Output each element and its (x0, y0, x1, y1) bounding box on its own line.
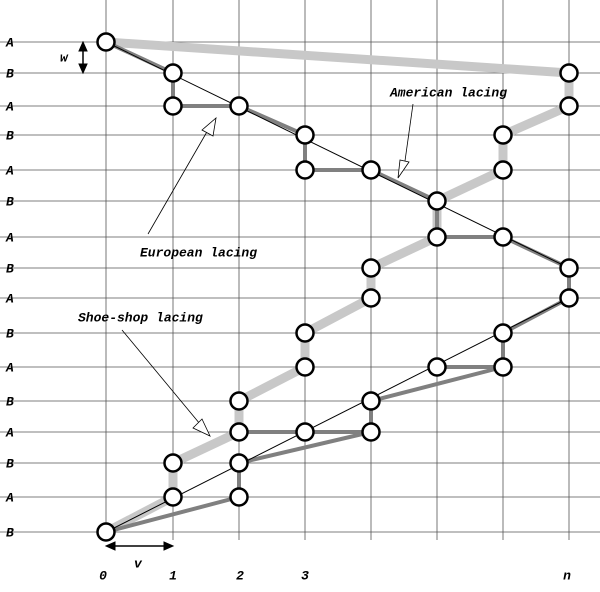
row-label: B (6, 66, 14, 81)
eyelet (163, 63, 183, 83)
eyelet (96, 32, 116, 52)
column-label: 3 (301, 568, 309, 583)
grid (0, 0, 600, 540)
eyelet (493, 323, 513, 343)
eyelet (361, 391, 381, 411)
column-label: n (563, 568, 571, 583)
eyelet (295, 125, 315, 145)
diagonal (105, 297, 570, 533)
eyelet (163, 487, 183, 507)
v-label: v (134, 556, 143, 571)
row-label: B (6, 456, 14, 471)
row-label: A (5, 35, 14, 50)
row-label: B (6, 394, 14, 409)
eyelet (427, 357, 447, 377)
eyelet (559, 96, 579, 116)
row-label: B (6, 326, 14, 341)
eyelet (229, 422, 249, 442)
american-lacing (101, 37, 574, 537)
column-label: 2 (236, 568, 244, 583)
eyelets (96, 32, 579, 542)
eyelet (163, 96, 183, 116)
eyelet (361, 422, 381, 442)
eyelet (559, 288, 579, 308)
shoe-shop-label: Shoe-shop lacing (78, 310, 203, 325)
row-label: B (6, 194, 14, 209)
eyelet (229, 391, 249, 411)
w-label: w (60, 50, 69, 65)
eyelet (163, 453, 183, 473)
european-label: European lacing (140, 245, 257, 260)
row-label: A (5, 425, 14, 440)
eyelet (427, 227, 447, 247)
row-label: A (5, 163, 14, 178)
column-label: 1 (169, 568, 177, 583)
row-label: B (6, 525, 14, 540)
eyelet (493, 227, 513, 247)
pointer-arrows (121, 103, 414, 437)
eyelet (559, 63, 579, 83)
row-label: B (6, 128, 14, 143)
diagonal (105, 41, 570, 269)
eyelet (229, 487, 249, 507)
column-label: 0 (99, 568, 107, 583)
row-label: A (5, 490, 14, 505)
eyelet (493, 357, 513, 377)
eyelet (427, 191, 447, 211)
eyelet (493, 160, 513, 180)
eyelet (559, 258, 579, 278)
american-label: American lacing (389, 85, 507, 100)
eyelet (96, 522, 116, 542)
eyelet (229, 453, 249, 473)
eyelet (493, 125, 513, 145)
eyelet (295, 422, 315, 442)
eyelet (295, 323, 315, 343)
european-lacing-lower (104, 365, 505, 534)
eyelet (229, 96, 249, 116)
eyelet (361, 288, 381, 308)
eyelet (295, 160, 315, 180)
row-label: A (5, 230, 14, 245)
eyelet (361, 160, 381, 180)
row-label: A (5, 360, 14, 375)
row-label: A (5, 99, 14, 114)
dimension-arrows (78, 40, 175, 551)
row-label: A (5, 291, 14, 306)
eyelet (295, 357, 315, 377)
eyelet (361, 258, 381, 278)
row-label: B (6, 261, 14, 276)
